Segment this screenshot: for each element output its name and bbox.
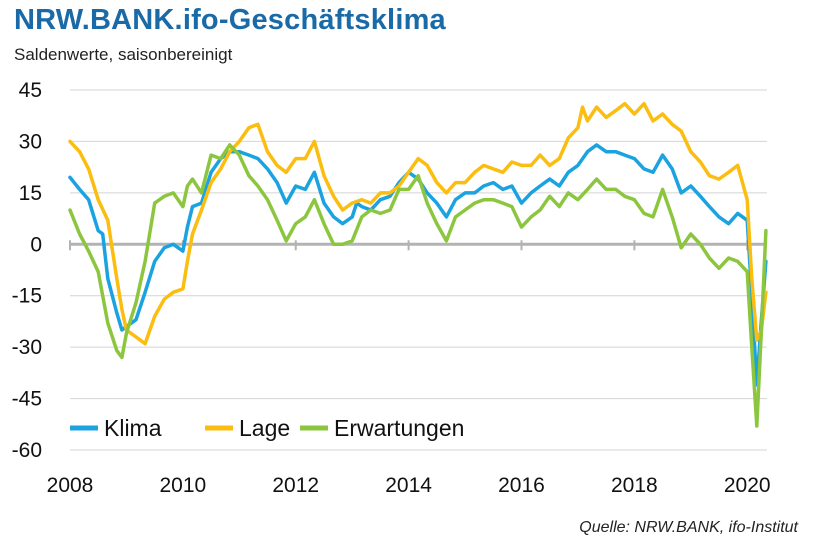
x-tick-label: 2012 bbox=[272, 474, 319, 497]
x-tick-label: 2008 bbox=[47, 474, 94, 497]
y-tick-label: 15 bbox=[19, 182, 42, 205]
gridlines bbox=[70, 89, 767, 451]
y-tick-label: 45 bbox=[19, 79, 42, 102]
legend: Klima Lage Erwartungen bbox=[70, 415, 464, 441]
series-line-erwartungen bbox=[68, 143, 768, 428]
series-line-klima bbox=[68, 143, 768, 387]
x-tick-label: 2010 bbox=[160, 474, 207, 497]
y-tick-label: 0 bbox=[30, 233, 42, 256]
chart-subtitle: Saldenwerte, saisonbereinigt bbox=[14, 45, 233, 64]
x-tick-label: 2016 bbox=[498, 474, 545, 497]
y-axis-ticks: 45 30 15 0 -15 -30 -45 -60 bbox=[12, 79, 42, 462]
series-line-lage bbox=[68, 101, 768, 346]
x-tick-label: 2020 bbox=[724, 474, 771, 497]
legend-label-lage: Lage bbox=[239, 415, 290, 441]
y-tick-label: 30 bbox=[19, 130, 42, 153]
x-tick-label: 2018 bbox=[611, 474, 658, 497]
legend-label-erwartungen: Erwartungen bbox=[334, 415, 464, 441]
series-lines bbox=[68, 101, 768, 428]
x-tick-label: 2014 bbox=[385, 474, 432, 497]
source-note: Quelle: NRW.BANK, ifo-Institut bbox=[579, 519, 798, 536]
y-tick-label: -60 bbox=[12, 439, 42, 462]
y-tick-label: -30 bbox=[12, 336, 42, 359]
legend-label-klima: Klima bbox=[104, 415, 162, 441]
x-axis-ticks: 2008 2010 2012 2014 2016 2018 2020 bbox=[47, 240, 771, 497]
y-tick-label: -45 bbox=[12, 388, 42, 411]
chart-title: NRW.BANK.ifo-Geschäftsklima bbox=[14, 4, 446, 36]
y-tick-label: -15 bbox=[12, 285, 42, 308]
